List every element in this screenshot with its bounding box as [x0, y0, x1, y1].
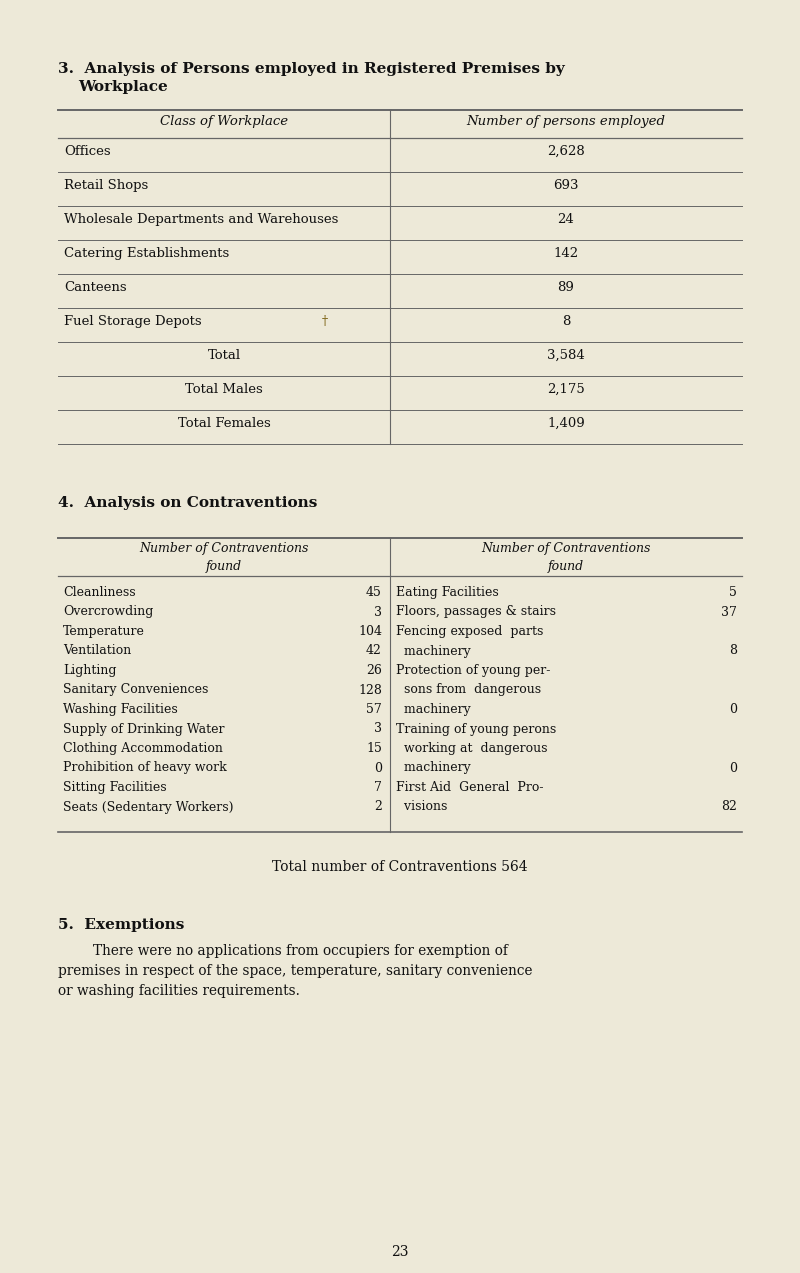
Text: 24: 24: [558, 213, 574, 227]
Text: sons from  dangerous: sons from dangerous: [396, 684, 541, 696]
Text: Wholesale Departments and Warehouses: Wholesale Departments and Warehouses: [64, 213, 338, 227]
Text: 5.  Exemptions: 5. Exemptions: [58, 918, 184, 932]
Text: Cleanliness: Cleanliness: [63, 586, 136, 600]
Text: †: †: [322, 314, 328, 328]
Text: Sitting Facilities: Sitting Facilities: [63, 782, 166, 794]
Text: Total Females: Total Females: [178, 418, 270, 430]
Text: 57: 57: [366, 703, 382, 715]
Text: 82: 82: [721, 801, 737, 813]
Text: Number of Contraventions
found: Number of Contraventions found: [139, 542, 309, 573]
Text: 3.  Analysis of Persons employed in Registered Premises by: 3. Analysis of Persons employed in Regis…: [58, 62, 565, 76]
Text: Protection of young per-: Protection of young per-: [396, 665, 550, 677]
Text: Floors, passages & stairs: Floors, passages & stairs: [396, 606, 556, 619]
Text: Class of Workplace: Class of Workplace: [160, 115, 288, 129]
Text: Workplace: Workplace: [78, 80, 168, 94]
Text: 37: 37: [721, 606, 737, 619]
Text: 26: 26: [366, 665, 382, 677]
Text: 3: 3: [374, 723, 382, 736]
Text: Temperature: Temperature: [63, 625, 145, 638]
Text: 8: 8: [562, 314, 570, 328]
Text: Overcrowding: Overcrowding: [63, 606, 154, 619]
Text: First Aid  General  Pro-: First Aid General Pro-: [396, 782, 543, 794]
Text: 45: 45: [366, 586, 382, 600]
Text: Offices: Offices: [64, 145, 110, 158]
Text: 89: 89: [558, 281, 574, 294]
Text: Prohibition of heavy work: Prohibition of heavy work: [63, 761, 226, 774]
Text: 5: 5: [729, 586, 737, 600]
Text: 2,175: 2,175: [547, 383, 585, 396]
Text: machinery: machinery: [396, 644, 470, 657]
Text: Lighting: Lighting: [63, 665, 117, 677]
Text: 8: 8: [729, 644, 737, 657]
Text: Retail Shops: Retail Shops: [64, 179, 148, 192]
Text: Sanitary Conveniences: Sanitary Conveniences: [63, 684, 208, 696]
Text: 7: 7: [374, 782, 382, 794]
Text: 1,409: 1,409: [547, 418, 585, 430]
Text: 0: 0: [374, 761, 382, 774]
Text: premises in respect of the space, temperature, sanitary convenience: premises in respect of the space, temper…: [58, 964, 533, 978]
Text: or washing facilities requirements.: or washing facilities requirements.: [58, 984, 300, 998]
Text: 0: 0: [729, 703, 737, 715]
Text: Training of young perons: Training of young perons: [396, 723, 556, 736]
Text: 2,628: 2,628: [547, 145, 585, 158]
Text: 142: 142: [554, 247, 578, 260]
Text: There were no applications from occupiers for exemption of: There were no applications from occupier…: [58, 945, 508, 959]
Text: Total Males: Total Males: [185, 383, 263, 396]
Text: Seats (Sedentary Workers): Seats (Sedentary Workers): [63, 801, 234, 813]
Text: 693: 693: [554, 179, 578, 192]
Text: 4.  Analysis on Contraventions: 4. Analysis on Contraventions: [58, 496, 318, 510]
Text: 3,584: 3,584: [547, 349, 585, 362]
Text: machinery: machinery: [396, 703, 470, 715]
Text: 0: 0: [729, 761, 737, 774]
Text: Ventilation: Ventilation: [63, 644, 131, 657]
Text: machinery: machinery: [396, 761, 470, 774]
Text: Supply of Drinking Water: Supply of Drinking Water: [63, 723, 225, 736]
Text: Fuel Storage Depots: Fuel Storage Depots: [64, 314, 202, 328]
Text: 128: 128: [358, 684, 382, 696]
Text: visions: visions: [396, 801, 447, 813]
Text: Total number of Contraventions 564: Total number of Contraventions 564: [272, 861, 528, 875]
Text: Catering Establishments: Catering Establishments: [64, 247, 230, 260]
Text: 15: 15: [366, 742, 382, 755]
Text: 2: 2: [374, 801, 382, 813]
Text: Fencing exposed  parts: Fencing exposed parts: [396, 625, 543, 638]
Text: 104: 104: [358, 625, 382, 638]
Text: Washing Facilities: Washing Facilities: [63, 703, 178, 715]
Text: Number of persons employed: Number of persons employed: [466, 115, 666, 129]
Text: Clothing Accommodation: Clothing Accommodation: [63, 742, 223, 755]
Text: Number of Contraventions
found: Number of Contraventions found: [482, 542, 650, 573]
Text: Eating Facilities: Eating Facilities: [396, 586, 498, 600]
Text: working at  dangerous: working at dangerous: [396, 742, 547, 755]
Text: Total: Total: [207, 349, 241, 362]
Text: 23: 23: [391, 1245, 409, 1259]
Text: 3: 3: [374, 606, 382, 619]
Text: Canteens: Canteens: [64, 281, 126, 294]
Text: 42: 42: [366, 644, 382, 657]
